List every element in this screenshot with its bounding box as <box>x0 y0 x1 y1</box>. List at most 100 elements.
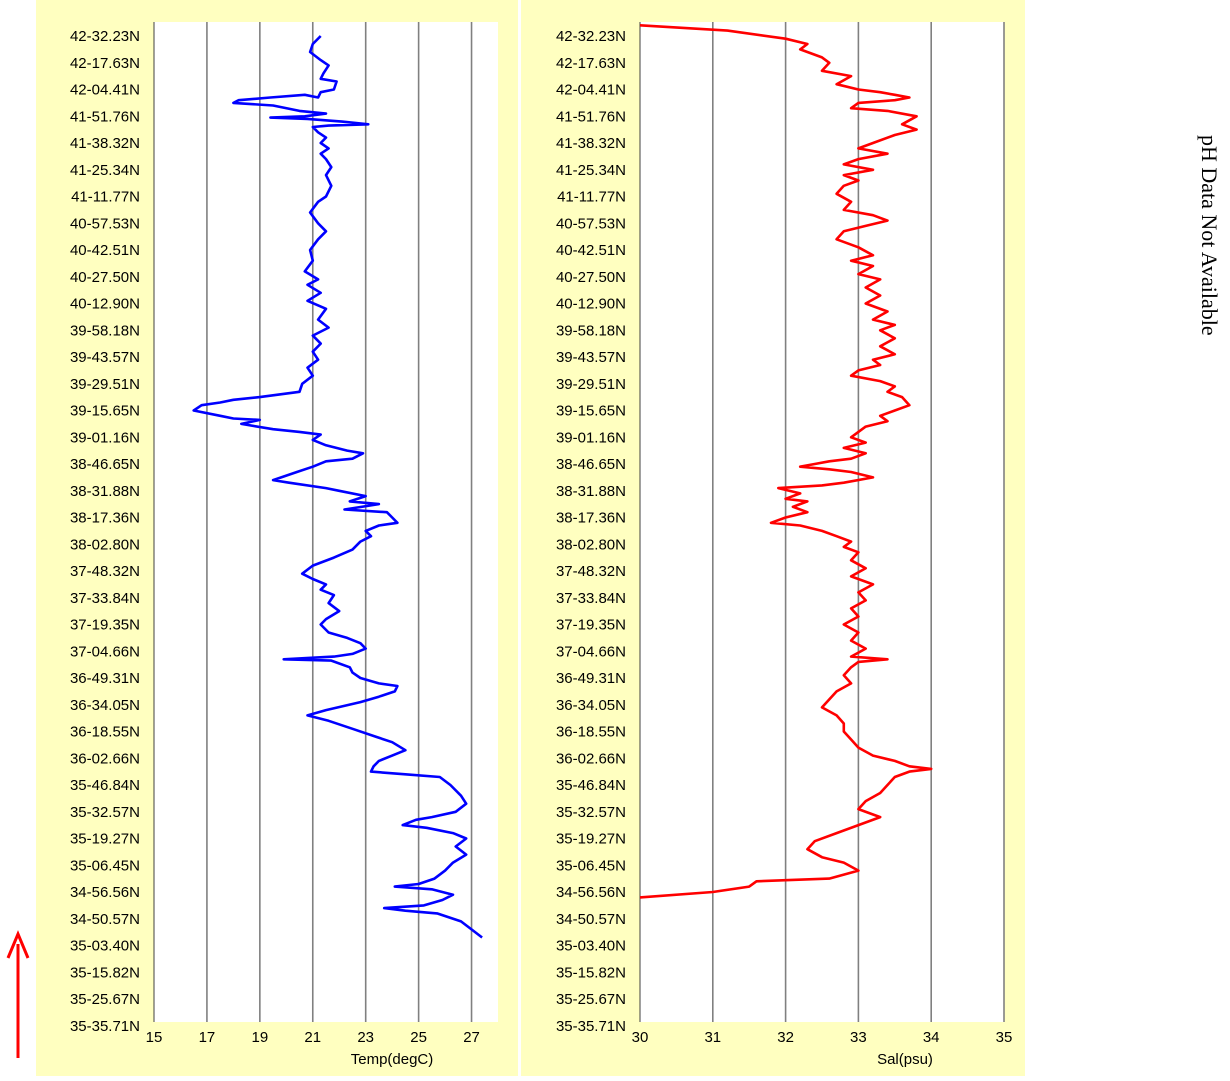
temp-x-tick-label: 23 <box>357 1029 374 1046</box>
sal-lat-tick-label: 41-11.77N <box>557 189 626 206</box>
sal-lat-tick-label: 37-48.32N <box>556 563 626 580</box>
up-arrow-icon <box>6 930 30 1058</box>
temp-x-tick-label: 19 <box>252 1029 269 1046</box>
temp-lat-tick-label: 37-48.32N <box>70 563 140 580</box>
sal-lat-tick-label: 35-19.27N <box>556 831 626 848</box>
sal-lat-tick-label: 42-32.23N <box>556 28 626 45</box>
temp-lat-tick-label: 35-19.27N <box>70 831 140 848</box>
sal-x-tick-label: 32 <box>777 1029 794 1046</box>
temp-lat-tick-label: 38-46.65N <box>70 456 140 473</box>
sal-lat-tick-label: 35-32.57N <box>556 804 626 821</box>
sal-plot-area <box>640 22 1004 1022</box>
tick-layer: 15 17 19 21 23 25 27 42-32.23N 42-17.63N 42-04.41… <box>70 28 1012 1046</box>
temp-lat-tick-label: 42-04.41N <box>70 82 140 99</box>
temp-axis-title: Temp(degC) <box>351 1051 434 1068</box>
temp-lat-tick-label: 35-03.40N <box>70 938 140 955</box>
axis-titles: Temp(degC) Sal(psu) <box>351 1051 933 1068</box>
sal-lat-tick-label: 40-57.53N <box>556 215 626 232</box>
temp-lat-tick-label: 40-27.50N <box>70 269 140 286</box>
sal-lat-tick-label: 39-01.16N <box>556 429 626 446</box>
sal-series-line <box>639 24 933 899</box>
sal-lat-tick-label: 40-42.51N <box>556 242 626 259</box>
sal-axis-title: Sal(psu) <box>877 1051 933 1068</box>
temp-lat-tick-label: 36-34.05N <box>70 697 140 714</box>
temp-lat-tick-label: 39-01.16N <box>70 429 140 446</box>
sal-lat-tick-label: 34-50.57N <box>556 911 626 928</box>
sal-lat-tick-label: 35-25.67N <box>556 991 626 1008</box>
temp-lat-tick-label: 34-50.57N <box>70 911 140 928</box>
sal-x-tick-label: 35 <box>996 1029 1013 1046</box>
sal-lat-tick-label: 39-29.51N <box>556 376 626 393</box>
temp-lat-tick-label: 41-25.34N <box>70 162 140 179</box>
sal-lat-tick-label: 39-58.18N <box>556 322 626 339</box>
sal-lat-tick-label: 38-31.88N <box>556 483 626 500</box>
sal-lat-tick-label: 34-56.56N <box>556 884 626 901</box>
line-layer <box>192 24 933 939</box>
temp-x-tick-label: 27 <box>463 1029 480 1046</box>
temp-lat-tick-label: 39-58.18N <box>70 322 140 339</box>
sal-lat-tick-label: 40-27.50N <box>556 269 626 286</box>
sal-lat-tick-label: 35-35.71N <box>556 1018 626 1035</box>
temp-lat-tick-label: 38-31.88N <box>70 483 140 500</box>
temp-lat-tick-label: 35-35.71N <box>70 1018 140 1035</box>
sal-lat-tick-label: 37-19.35N <box>556 617 626 634</box>
temp-lat-tick-label: 42-17.63N <box>70 55 140 72</box>
temp-lat-tick-label: 36-49.31N <box>70 670 140 687</box>
temp-x-tick-label: 17 <box>199 1029 216 1046</box>
temp-lat-tick-label: 34-56.56N <box>70 884 140 901</box>
sal-lat-tick-label: 38-46.65N <box>556 456 626 473</box>
sal-lat-tick-label: 38-02.80N <box>556 536 626 553</box>
sal-x-tick-label: 30 <box>632 1029 649 1046</box>
sal-lat-tick-label: 35-03.40N <box>556 938 626 955</box>
temp-lat-tick-label: 42-32.23N <box>70 28 140 45</box>
temp-plot-area <box>154 22 498 1022</box>
sal-lat-tick-label: 37-33.84N <box>556 590 626 607</box>
temp-lat-tick-label: 35-46.84N <box>70 777 140 794</box>
temp-lat-tick-label: 36-02.66N <box>70 750 140 767</box>
sal-lat-tick-label: 36-18.55N <box>556 724 626 741</box>
temp-lat-tick-label: 35-25.67N <box>70 991 140 1008</box>
sal-lat-tick-label: 36-34.05N <box>556 697 626 714</box>
ph-unavailable-note: pH Data Not Available <box>1197 135 1222 336</box>
sal-lat-tick-label: 35-15.82N <box>556 964 626 981</box>
temp-lat-tick-label: 37-19.35N <box>70 617 140 634</box>
sal-lat-tick-label: 36-02.66N <box>556 750 626 767</box>
sal-lat-tick-label: 39-43.57N <box>556 349 626 366</box>
temp-series-line <box>192 35 483 939</box>
temp-lat-tick-label: 35-15.82N <box>70 964 140 981</box>
temp-lat-tick-label: 39-43.57N <box>70 349 140 366</box>
temp-x-tick-label: 25 <box>410 1029 427 1046</box>
temp-lat-tick-label: 41-38.32N <box>70 135 140 152</box>
temp-lat-tick-label: 38-17.36N <box>70 510 140 527</box>
sal-x-tick-label: 33 <box>850 1029 867 1046</box>
temp-lat-tick-label: 40-57.53N <box>70 215 140 232</box>
temp-lat-tick-label: 40-42.51N <box>70 242 140 259</box>
sal-lat-tick-label: 41-38.32N <box>556 135 626 152</box>
sal-lat-tick-label: 36-49.31N <box>556 670 626 687</box>
temp-lat-tick-label: 40-12.90N <box>70 296 140 313</box>
temp-lat-tick-label: 37-33.84N <box>70 590 140 607</box>
temp-lat-tick-label: 41-11.77N <box>71 189 140 206</box>
temp-lat-tick-label: 38-02.80N <box>70 536 140 553</box>
temp-lat-tick-label: 35-32.57N <box>70 804 140 821</box>
sal-x-tick-label: 34 <box>923 1029 940 1046</box>
sal-lat-tick-label: 38-17.36N <box>556 510 626 527</box>
temp-lat-tick-label: 39-15.65N <box>70 403 140 420</box>
sal-lat-tick-label: 35-06.45N <box>556 857 626 874</box>
sal-lat-tick-label: 39-15.65N <box>556 403 626 420</box>
grid-layer <box>153 22 1005 1022</box>
sal-lat-tick-label: 41-25.34N <box>556 162 626 179</box>
sal-lat-tick-label: 35-46.84N <box>556 777 626 794</box>
temp-lat-tick-label: 37-04.66N <box>70 643 140 660</box>
temp-lat-tick-label: 35-06.45N <box>70 857 140 874</box>
temp-x-tick-label: 15 <box>146 1029 163 1046</box>
sal-lat-tick-label: 42-04.41N <box>556 82 626 99</box>
temp-lat-tick-label: 36-18.55N <box>70 724 140 741</box>
sal-x-tick-label: 31 <box>704 1029 721 1046</box>
sal-lat-tick-label: 37-04.66N <box>556 643 626 660</box>
temp-lat-tick-label: 39-29.51N <box>70 376 140 393</box>
sal-lat-tick-label: 40-12.90N <box>556 296 626 313</box>
temp-x-tick-label: 21 <box>304 1029 321 1046</box>
sal-lat-tick-label: 41-51.76N <box>556 108 626 125</box>
